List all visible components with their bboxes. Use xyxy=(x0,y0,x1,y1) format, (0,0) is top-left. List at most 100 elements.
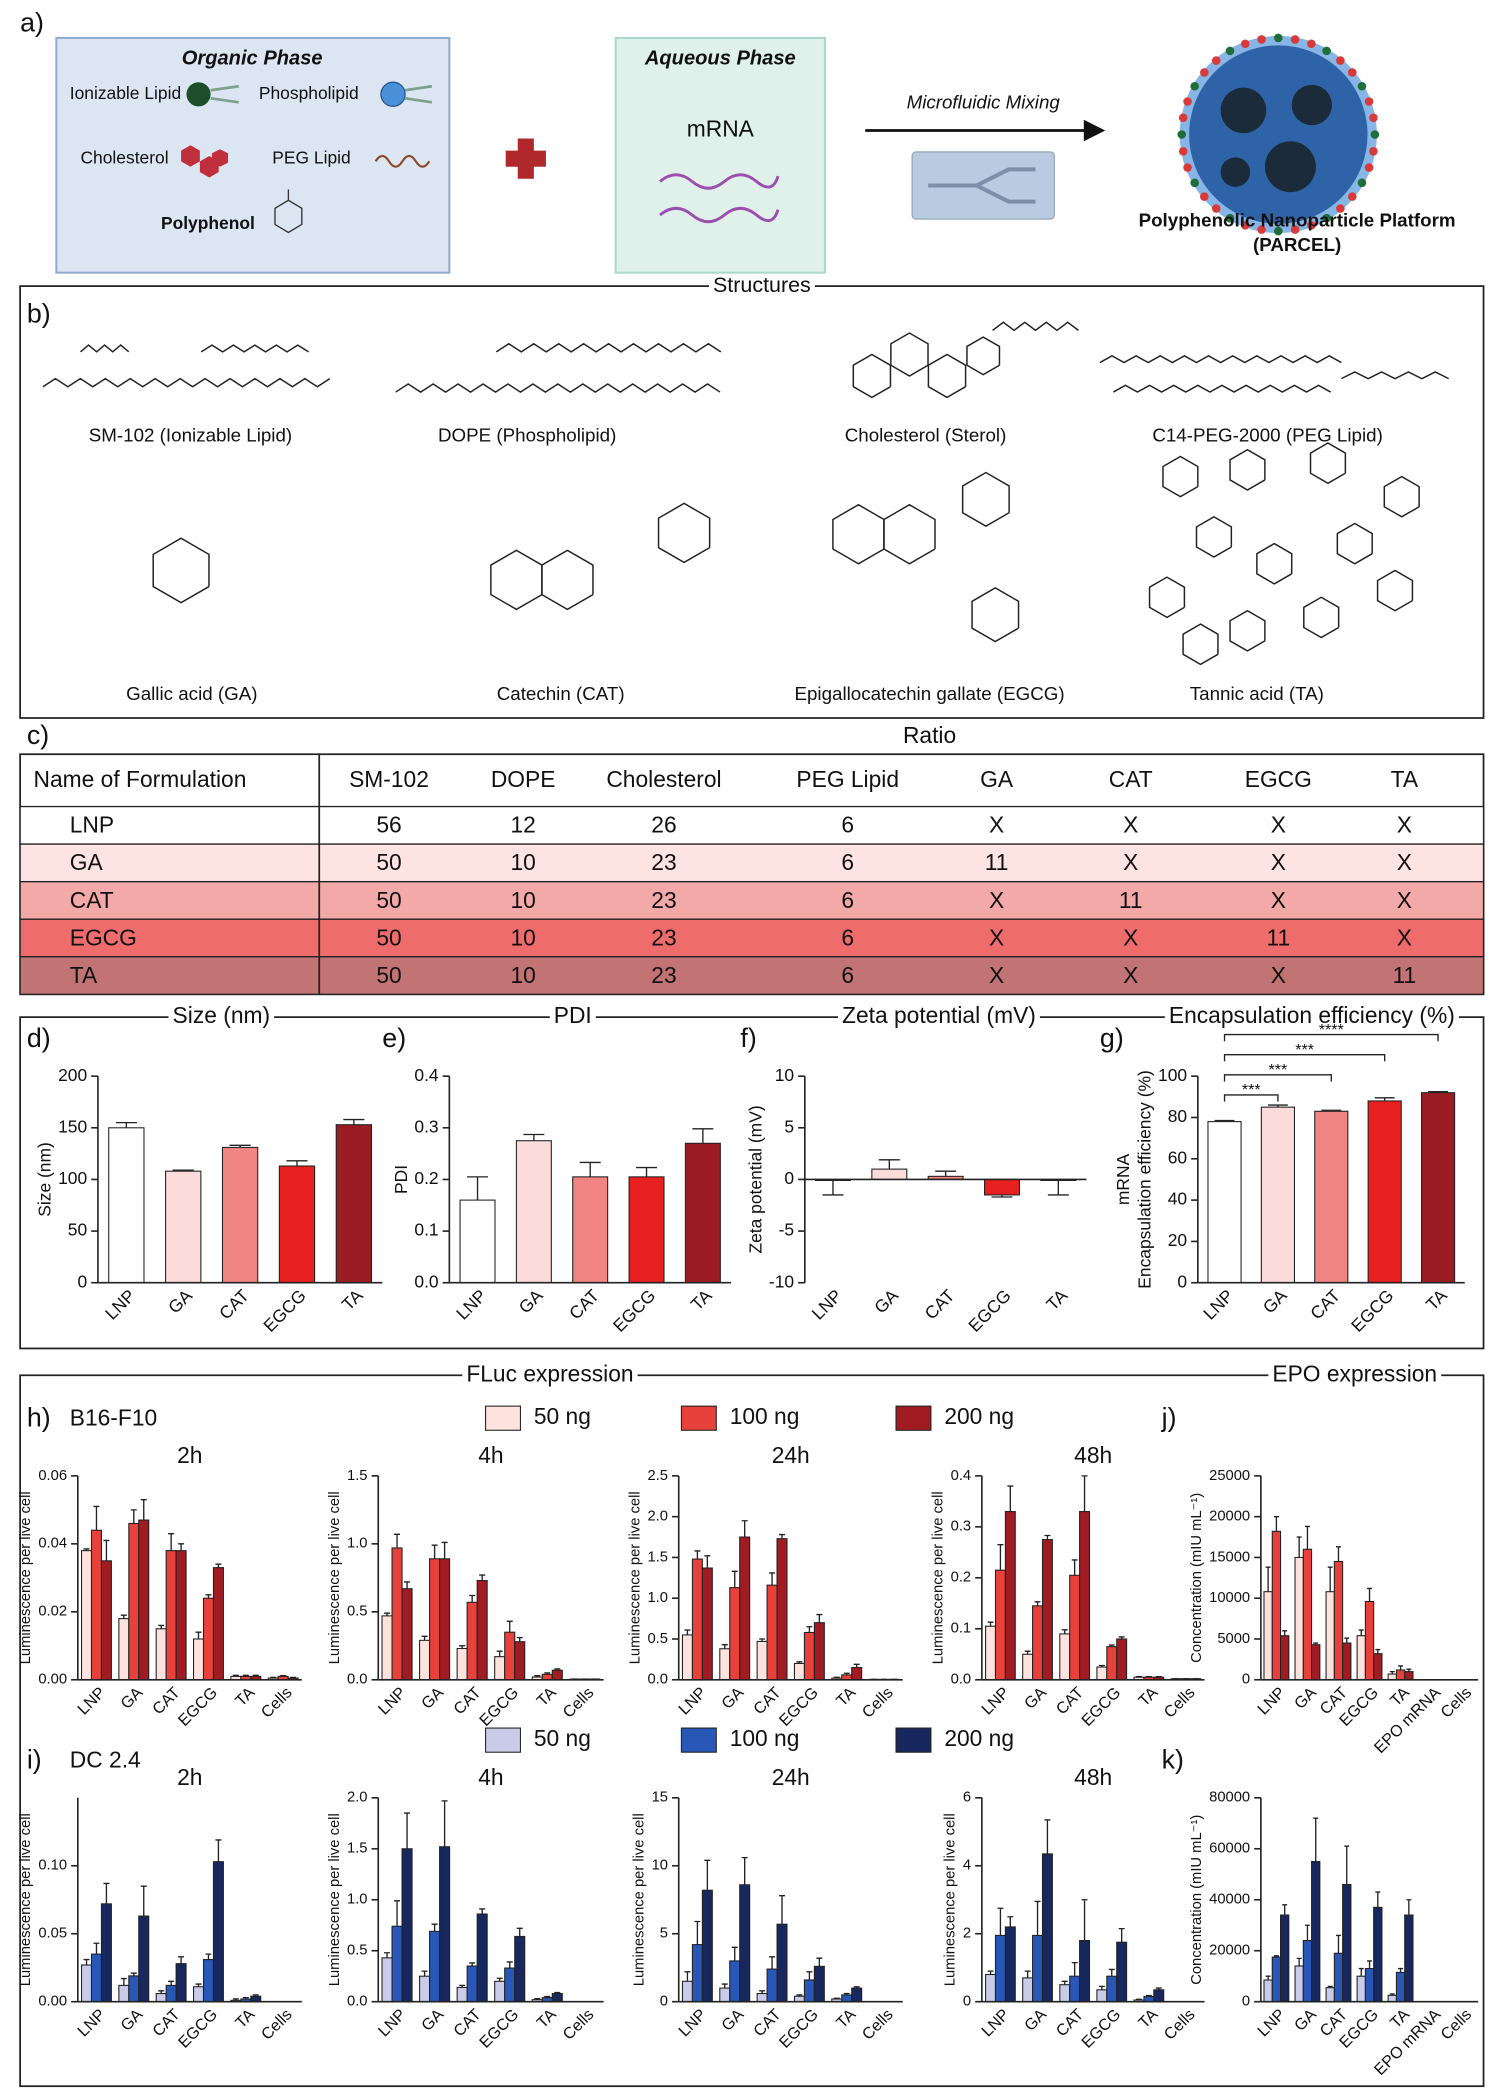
y-axis-label: Luminescence per live cell xyxy=(327,1491,343,1664)
table-cell: EGCG xyxy=(70,924,137,950)
y-tick-label: 100 xyxy=(58,1168,87,1188)
bar xyxy=(466,1965,478,2003)
error-bar xyxy=(479,1574,486,1581)
bar xyxy=(766,1584,778,1681)
bond xyxy=(1112,384,1331,393)
y-tick-label: 0.5 xyxy=(347,1943,368,1959)
error-bar xyxy=(731,1946,738,1961)
table-cell: X xyxy=(1271,849,1286,875)
surface-dot xyxy=(1211,204,1221,213)
y-tick-label: 200 xyxy=(58,1065,87,1085)
y-tick-label: 1.5 xyxy=(647,1549,668,1565)
bar xyxy=(1356,1635,1366,1681)
bar xyxy=(1059,1633,1071,1681)
legend-swatch xyxy=(895,1405,932,1431)
bar xyxy=(100,1560,112,1681)
panel-label: b) xyxy=(27,299,51,329)
chart-title: 24h xyxy=(772,1442,810,1468)
error-bar xyxy=(195,1631,202,1639)
error-bar xyxy=(1335,1934,1341,1954)
bar xyxy=(118,1984,130,2003)
error-bar xyxy=(1335,1546,1341,1562)
table-header: Cholesterol xyxy=(606,766,721,792)
table-cell: 23 xyxy=(651,887,676,913)
surface-dot xyxy=(1200,68,1209,77)
error-bar xyxy=(252,1994,259,1997)
error-bar xyxy=(1047,1180,1069,1196)
error-bar xyxy=(1098,1664,1105,1668)
error-bar xyxy=(843,1672,850,1675)
error-bar xyxy=(1098,1985,1105,1990)
section-title: Structures xyxy=(713,273,811,297)
panel-label: h) xyxy=(27,1403,51,1433)
bar xyxy=(391,1547,403,1681)
bar xyxy=(719,1987,731,2003)
surface-dot xyxy=(1348,192,1357,201)
error-bar xyxy=(1406,1668,1412,1672)
chart-title: 4h xyxy=(478,1764,503,1790)
error-bar xyxy=(731,1570,738,1588)
bar xyxy=(1032,1605,1044,1681)
y-axis-label: Luminescence per live cell xyxy=(18,1813,34,1986)
error-bar xyxy=(215,1839,222,1862)
error-bar xyxy=(1061,1980,1068,1985)
y-tick-label: 0.0 xyxy=(951,1672,972,1688)
error-bar xyxy=(1081,1899,1088,1941)
title-backdrop xyxy=(708,282,815,291)
chart-title: 48h xyxy=(1074,1442,1112,1468)
bond xyxy=(395,383,721,393)
bond xyxy=(992,321,1079,332)
error-bar xyxy=(1034,1601,1041,1606)
y-tick-label: 0 xyxy=(963,1994,971,2010)
component: Cholesterol xyxy=(80,147,168,167)
y-axis-label: Luminescence per live cell xyxy=(930,1491,946,1664)
bar xyxy=(1404,1914,1414,2003)
table-cell: X xyxy=(1271,812,1286,838)
error-bar xyxy=(178,1543,185,1551)
y-axis-label: Concentration (mIU mL⁻¹) xyxy=(1189,1815,1205,1985)
table-cell: 6 xyxy=(841,849,854,875)
error-bar xyxy=(516,1927,523,1937)
error-bar xyxy=(506,1620,513,1633)
bar xyxy=(684,1142,721,1284)
ring xyxy=(966,336,1001,376)
bar xyxy=(776,1538,788,1681)
table-cell: 50 xyxy=(376,887,401,913)
error-bar xyxy=(421,1970,428,1977)
significance-label: **** xyxy=(1319,1021,1344,1039)
surface-dot xyxy=(1200,192,1209,201)
ring xyxy=(1229,609,1266,652)
y-axis-label: mRNA xyxy=(1113,1153,1133,1205)
table-cell: LNP xyxy=(70,812,114,838)
bar xyxy=(1333,1560,1344,1681)
table-cell: GA xyxy=(70,849,104,875)
section-title: FLuc expression xyxy=(466,1360,633,1386)
error-bar xyxy=(1321,1109,1342,1112)
bar xyxy=(514,1641,526,1681)
bar xyxy=(1079,1939,1091,2003)
bar xyxy=(1395,1971,1406,2003)
bar xyxy=(192,1986,205,2003)
error-bar xyxy=(704,1555,711,1569)
bar xyxy=(1116,1941,1128,2003)
error-bar xyxy=(987,1621,994,1627)
surface-dot xyxy=(1190,178,1199,188)
bar xyxy=(401,1848,413,2003)
error-bar xyxy=(1155,1987,1162,1990)
frame xyxy=(19,1374,1485,2088)
bar xyxy=(572,1176,609,1284)
error-bar xyxy=(1145,1994,1152,1997)
process-label: Microfluidic Mixing xyxy=(907,92,1061,113)
error-bar xyxy=(195,1983,202,1987)
y-tick-label: 40000 xyxy=(1209,1892,1250,1908)
compound-name: DOPE (Phospholipid) xyxy=(438,424,616,445)
y-axis-label: Encapsulation efficiency (%) xyxy=(1135,1070,1155,1289)
y-tick-label: 0.0 xyxy=(347,1672,368,1688)
error-bar xyxy=(991,1194,1013,1198)
bar xyxy=(803,1631,815,1681)
bar xyxy=(793,1995,805,2003)
bar xyxy=(1325,1987,1335,2003)
error-bar xyxy=(115,1121,137,1128)
bond xyxy=(42,377,331,388)
